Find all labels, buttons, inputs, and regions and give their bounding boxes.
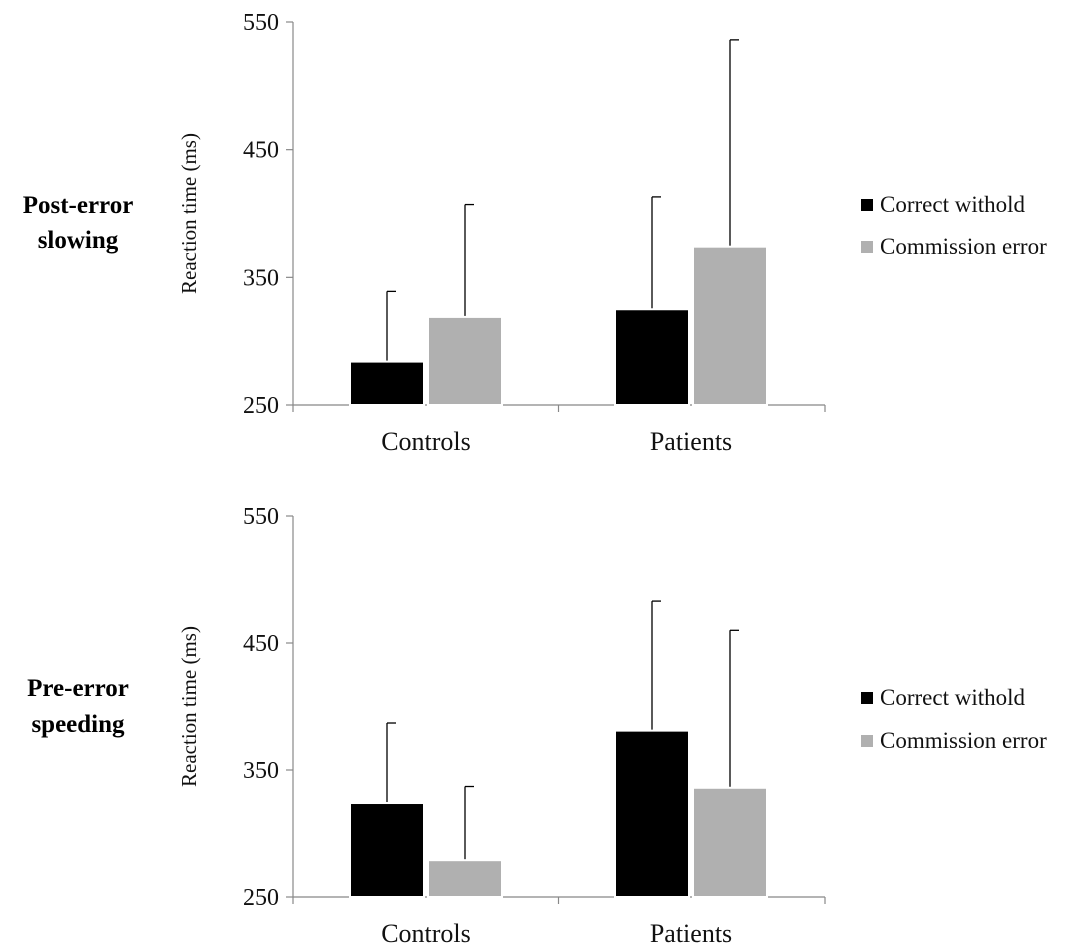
panel-side-label: Pre-error [27, 675, 129, 702]
bar-patients-correct-withold [614, 729, 690, 898]
bar-controls-commission-error [427, 315, 503, 406]
bar-patients-commission-error [692, 245, 768, 406]
bar-controls-commission-error [427, 859, 503, 898]
panel-side-label: speeding [31, 711, 125, 738]
legend-label: Commission error [880, 234, 1047, 259]
legend-label: Commission error [880, 728, 1047, 753]
legend-swatch [861, 199, 873, 211]
bar-controls-correct-withold [349, 360, 425, 406]
y-tick-label: 450 [243, 138, 279, 164]
legend-swatch [861, 241, 873, 253]
panel-side-label: slowing [38, 227, 119, 254]
x-category-label: Controls [381, 427, 471, 456]
chart-panel-2: 250 350 450 550 Reaction time (ms) Controls Pa… [27, 504, 1047, 945]
legend-swatch [861, 735, 873, 747]
legend-label: Correct withold [880, 192, 1025, 217]
x-category-label: Patients [650, 919, 732, 945]
legend-swatch [861, 692, 873, 704]
bar-controls-correct-withold [349, 802, 425, 899]
y-axis-label: Reaction time (ms) [177, 133, 201, 294]
y-tick-label: 250 [243, 885, 279, 911]
y-tick-label: 250 [243, 393, 279, 419]
y-tick-label: 550 [243, 10, 279, 36]
chart-panel-1: 250 350 450 550 Reaction time (ms) Controls Pa… [23, 10, 1047, 456]
y-tick-label: 350 [243, 265, 279, 291]
legend-label: Correct withold [880, 685, 1025, 710]
y-axis-label: Reaction time (ms) [177, 626, 201, 787]
bar-patients-correct-withold [614, 308, 690, 406]
y-tick-label: 350 [243, 758, 279, 784]
y-tick-label: 550 [243, 504, 279, 530]
x-category-label: Patients [650, 427, 732, 456]
x-category-label: Controls [381, 919, 471, 945]
legend: Correct withold Commission error [861, 685, 1047, 753]
panel-side-label: Post-error [23, 192, 134, 219]
y-tick-label: 450 [243, 631, 279, 657]
bar-patients-commission-error [692, 786, 768, 899]
legend: Correct withold Commission error [861, 192, 1047, 259]
